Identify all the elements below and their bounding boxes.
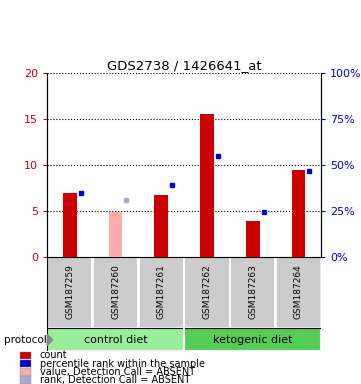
- Bar: [93, 257, 138, 328]
- Bar: [63, 193, 77, 257]
- Text: control diet: control diet: [84, 335, 147, 345]
- Text: GSM187262: GSM187262: [203, 264, 212, 319]
- Bar: [276, 257, 321, 328]
- Text: percentile rank within the sample: percentile rank within the sample: [40, 359, 205, 369]
- Text: protocol: protocol: [4, 335, 47, 345]
- Bar: [47, 328, 184, 351]
- Bar: [292, 170, 305, 257]
- Bar: [139, 257, 184, 328]
- Text: count: count: [40, 351, 68, 361]
- Title: GDS2738 / 1426641_at: GDS2738 / 1426641_at: [107, 59, 261, 72]
- Bar: [200, 114, 214, 257]
- Bar: [230, 257, 275, 328]
- Polygon shape: [47, 334, 52, 346]
- Text: rank, Detection Call = ABSENT: rank, Detection Call = ABSENT: [40, 375, 190, 384]
- Text: GSM187263: GSM187263: [248, 264, 257, 319]
- Bar: [20, 368, 31, 376]
- Text: GSM187260: GSM187260: [111, 264, 120, 319]
- Bar: [20, 360, 31, 367]
- Text: GSM187261: GSM187261: [157, 264, 166, 319]
- Text: GSM187264: GSM187264: [294, 264, 303, 319]
- Text: GSM187259: GSM187259: [65, 264, 74, 319]
- Bar: [109, 212, 122, 257]
- Bar: [246, 221, 260, 257]
- Text: value, Detection Call = ABSENT: value, Detection Call = ABSENT: [40, 367, 195, 377]
- Bar: [155, 195, 168, 257]
- Bar: [47, 257, 92, 328]
- Bar: [184, 328, 321, 351]
- Text: ketogenic diet: ketogenic diet: [213, 335, 292, 345]
- Bar: [20, 352, 31, 359]
- Bar: [20, 376, 31, 384]
- Bar: [184, 257, 230, 328]
